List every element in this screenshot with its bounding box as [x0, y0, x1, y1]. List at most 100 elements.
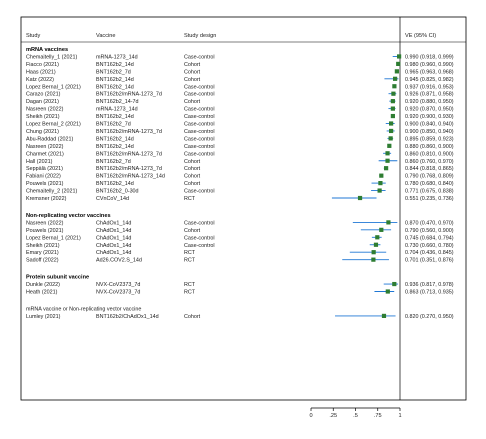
point-estimate [397, 54, 402, 59]
point-estimate [390, 106, 395, 111]
ve-ci-label: 0.860 (0.810, 0.900) [405, 151, 454, 157]
study-name: Charmet (2021) [26, 151, 64, 157]
group-label: Non-replicating vector vaccines [26, 213, 111, 219]
vaccine-name: BNT162b2_14-7d [96, 99, 139, 105]
vaccine-name: BNT162b2_14d [96, 181, 134, 187]
ve-ci-label: 0.790 (0.560, 0.900) [405, 228, 454, 234]
plot-frame [20, 16, 467, 401]
study-name: Carazo (2021) [26, 92, 61, 98]
vaccine-name: BNT162b2/mRNA-1273_7d [96, 92, 162, 98]
study-design: RCT [184, 282, 196, 288]
header-ve: VE (95% CI) [405, 33, 436, 39]
study-design: Case-control [184, 129, 215, 135]
point-estimate [375, 235, 380, 240]
point-estimate [393, 76, 398, 81]
study-name: Nasreen (2022) [26, 107, 64, 113]
ve-ci-label: 0.730 (0.660, 0.780) [405, 243, 454, 249]
ve-ci-label: 0.895 (0.859, 0.923) [405, 136, 454, 142]
point-estimate [379, 173, 384, 178]
plot-border [20, 16, 467, 401]
point-estimate [392, 281, 397, 287]
vaccine-name: NVX-CoV2373_7d [96, 282, 140, 288]
group-label: mRNA vaccines [26, 47, 68, 53]
ve-ci-label: 0.870 (0.470, 0.970) [405, 220, 454, 226]
header-design: Study design [184, 33, 216, 39]
study-name: Lumley (2021) [26, 314, 61, 320]
point-estimate [388, 136, 393, 141]
study-name: Sadoff (2022) [26, 258, 59, 264]
vaccine-name: BNT162b2_14d [96, 62, 134, 68]
study-name: Dunkle (2022) [26, 282, 60, 288]
study-design: Cohort [184, 69, 201, 75]
ve-ci-label: 0.937 (0.916, 0.953) [405, 84, 454, 90]
study-name: Hall (2021) [26, 159, 53, 165]
ve-ci-label: 0.844 (0.818, 0.865) [405, 166, 454, 172]
point-estimate [396, 61, 401, 66]
group-label: mRNA vaccine or Non-replicating vector v… [26, 306, 141, 312]
study-name: Abu-Raddad (2021) [26, 136, 74, 142]
point-estimate [385, 158, 390, 163]
ve-ci-label: 0.551 (0.235, 0.736) [405, 196, 454, 202]
study-name: Katz (2022) [26, 77, 54, 83]
point-estimate [389, 121, 394, 126]
study-design: Case-control [184, 189, 215, 195]
vaccine-name: BNT162b2_14d [96, 77, 134, 83]
ve-ci-label: 0.701 (0.351, 0.876) [405, 258, 454, 264]
x-tick-label: 1 [398, 413, 401, 419]
vaccine-name: BNT162b2/mRNA-1273_7d [96, 129, 162, 135]
point-estimate [371, 250, 376, 255]
study-name: Nasreen (2022) [26, 220, 64, 226]
study-design: Case-control [184, 144, 215, 150]
vaccine-name: BNT162b2_14d [96, 144, 134, 150]
vaccine-name: BNT162b2_14d [96, 114, 134, 120]
point-estimate [384, 166, 389, 171]
study-design: Cohort [184, 174, 201, 180]
point-estimate [357, 195, 363, 201]
point-estimate [387, 143, 392, 148]
ve-ci-label: 0.920 (0.900, 0.930) [405, 114, 454, 120]
ve-ci-label: 0.900 (0.840, 0.940) [405, 122, 454, 128]
study-name: Haas (2021) [26, 69, 56, 75]
study-design: RCT [184, 250, 196, 256]
ve-ci-label: 0.990 (0.918, 0.999) [405, 54, 454, 60]
study-name: Chemaitelly_2 (2021) [26, 189, 77, 195]
vaccine-name: mRNA-1273_14d [96, 54, 138, 60]
study-name: Sheikh (2021) [26, 243, 60, 249]
x-tick-label: .5 [353, 413, 358, 419]
study-name: Chung (2021) [26, 129, 59, 135]
study-name: Fabiani (2022) [26, 174, 61, 180]
group-label: Protein subunit vaccine [26, 275, 89, 281]
study-design: Case-control [184, 243, 215, 249]
vaccine-name: mRNA-1273_14d [96, 107, 138, 113]
ve-ci-label: 0.926 (0.871, 0.958) [405, 92, 454, 98]
ve-ci-label: 0.880 (0.860, 0.900) [405, 144, 454, 150]
study-name: Nasreen (2022) [26, 144, 64, 150]
study-name: Fiacco (2021) [26, 62, 59, 68]
study-design: Cohort [184, 77, 201, 83]
vaccine-name: BNT162b2_7d [96, 122, 131, 128]
study-design: RCT [184, 258, 196, 264]
ve-ci-label: 0.745 (0.684, 0.794) [405, 235, 454, 241]
vaccine-name: NVX-CoV2373_7d [96, 290, 140, 296]
ve-ci-label: 0.780 (0.680, 0.840) [405, 181, 454, 187]
x-tick-label: .75 [374, 413, 382, 419]
study-design: Case-control [184, 220, 215, 226]
ve-ci-label: 0.704 (0.436, 0.845) [405, 250, 454, 256]
study-design: Case-control [184, 107, 215, 113]
x-axis: 0 .25 .5 .75 1 [309, 407, 402, 419]
study-name: Lopez Bernal_1 (2021) [26, 84, 81, 90]
point-estimate [389, 128, 394, 134]
study-design: Cohort [184, 181, 201, 187]
study-design: Cohort [184, 228, 201, 234]
ve-ci-label: 0.790 (0.768, 0.809) [405, 174, 454, 180]
vaccine-name: BNT162b2/ChAdOx1_14d [96, 314, 159, 320]
point-estimate [391, 91, 396, 96]
vaccine-name: ChAdOx1_14d [96, 235, 131, 241]
header-study: Study [26, 33, 41, 39]
point-estimate [390, 113, 395, 119]
point-estimate [390, 99, 395, 104]
vaccine-name: BNT162b2_7d [96, 159, 131, 165]
study-design: RCT [184, 290, 196, 296]
study-name: Seppälä (2021) [26, 166, 63, 172]
study-name: Pouwels (2021) [26, 228, 64, 234]
